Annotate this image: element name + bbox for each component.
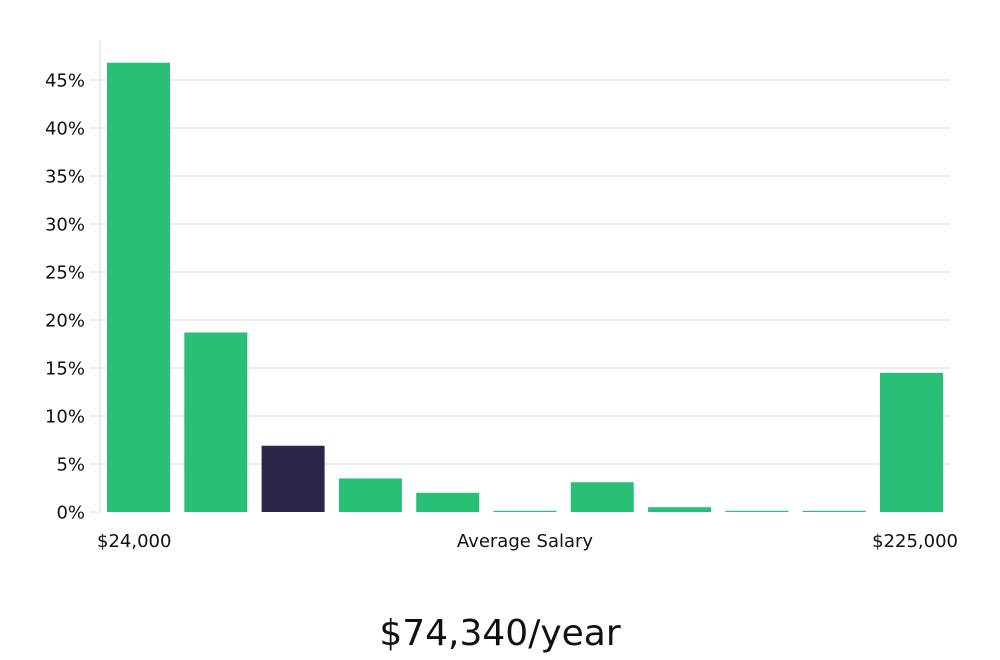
y-tick-label: 15%: [45, 359, 85, 380]
y-tick-label: 5%: [56, 455, 85, 476]
y-tick-label: 10%: [45, 407, 85, 428]
bar: [880, 372, 943, 512]
y-tick-label: 45%: [45, 71, 85, 92]
bar: [570, 482, 634, 512]
x-axis-title: Average Salary: [457, 531, 594, 552]
y-tick-labels: 0% 5% 10% 15% 20% 25% 30% 35% 40% 45%: [45, 71, 85, 524]
bars: [107, 62, 943, 512]
y-tick-label: 20%: [45, 311, 85, 332]
salary-histogram: 0% 5% 10% 15% 20% 25% 30% 35% 40% 45% $24,000 Ave…: [45, 40, 958, 552]
x-start-label: $24,000: [97, 531, 171, 552]
bar: [725, 510, 789, 512]
bar: [802, 510, 866, 512]
y-tick-label: 40%: [45, 119, 85, 140]
y-tick-label: 35%: [45, 167, 85, 188]
bar: [338, 478, 402, 512]
average-salary-value: $74,340/year: [379, 613, 621, 654]
bar: [493, 510, 557, 512]
highlighted-bar: [261, 445, 325, 512]
y-tick-label: 25%: [45, 263, 85, 284]
bar: [416, 492, 480, 512]
y-tick-label: 0%: [56, 503, 85, 524]
x-end-label: $225,000: [872, 531, 958, 552]
bar: [107, 62, 170, 512]
y-tick-label: 30%: [45, 215, 85, 236]
bar: [648, 507, 712, 512]
bar: [184, 332, 248, 512]
